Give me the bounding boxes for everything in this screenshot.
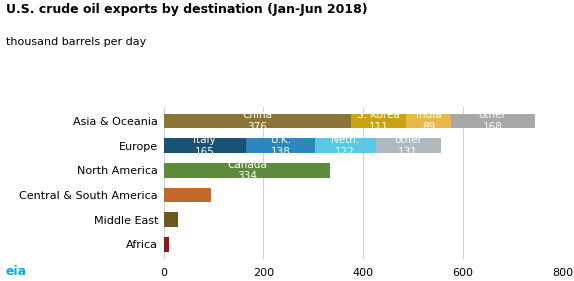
Bar [164, 138, 246, 153]
Bar [164, 163, 330, 178]
Bar [164, 114, 351, 128]
Text: other
131: other 131 [394, 135, 422, 157]
Text: Italy
165: Italy 165 [193, 135, 216, 157]
Bar [164, 212, 177, 227]
Bar [164, 237, 169, 251]
Text: U.K.
138: U.K. 138 [270, 135, 291, 157]
Text: China
376: China 376 [242, 110, 272, 132]
Text: U.S. crude oil exports by destination (Jan-Jun 2018): U.S. crude oil exports by destination (J… [6, 3, 367, 16]
Bar [351, 114, 406, 128]
Bar [406, 114, 451, 128]
Text: S. Korea
111: S. Korea 111 [358, 110, 400, 132]
Bar [451, 114, 534, 128]
Bar [246, 138, 315, 153]
Bar [375, 138, 441, 153]
Text: eia: eia [6, 265, 27, 278]
Bar [164, 188, 211, 202]
Text: other
168: other 168 [479, 110, 507, 132]
Text: Neth.
122: Neth. 122 [331, 135, 359, 157]
Text: India
89: India 89 [416, 110, 441, 132]
Text: Canada
334: Canada 334 [227, 160, 267, 181]
Text: thousand barrels per day: thousand barrels per day [6, 37, 146, 47]
Bar [315, 138, 375, 153]
